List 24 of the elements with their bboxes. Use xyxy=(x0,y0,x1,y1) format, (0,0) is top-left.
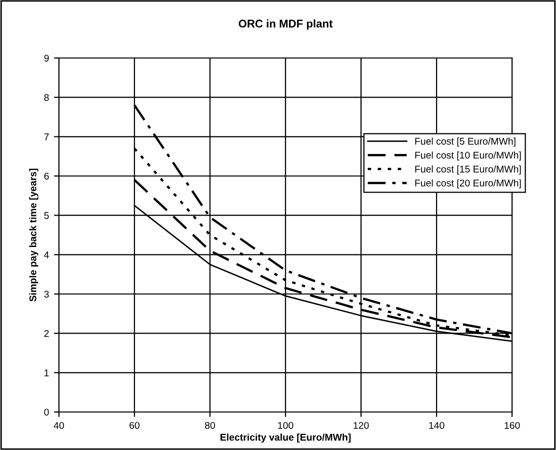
y-tick-label: 4 xyxy=(44,252,49,258)
y-tick-label: 3 xyxy=(44,290,49,298)
x-tick-label: 80 xyxy=(205,422,216,429)
legend-label: Fuel cost [5 Euro/MWh] xyxy=(415,138,516,147)
x-tick-label: 100 xyxy=(278,422,294,429)
x-tick-label: 60 xyxy=(130,422,140,429)
x-tick-label: 120 xyxy=(354,422,369,429)
legend-label: Fuel cost [10 Euro/MWh] xyxy=(415,151,521,161)
y-tick-label: 2 xyxy=(44,330,49,337)
y-axis-title: Simple pay back time [years] xyxy=(29,168,38,302)
y-tick-label: 8 xyxy=(44,94,49,101)
y-tick-label: 5 xyxy=(44,212,49,219)
legend-label: Fuel cost [15 Euro/MWh] xyxy=(415,165,521,174)
x-tick-label: 160 xyxy=(504,422,520,429)
y-tick-label: 0 xyxy=(44,408,49,416)
x-tick-label: 40 xyxy=(54,422,64,429)
x-tick-label: 140 xyxy=(429,422,444,429)
y-tick-label: 7 xyxy=(44,134,49,140)
legend-label: Fuel cost [20 Euro/MWh] xyxy=(415,179,521,188)
x-axis-title: Electricity value [Euro/MWh] xyxy=(220,434,351,443)
y-tick-label: 1 xyxy=(44,370,49,376)
y-tick-label: 6 xyxy=(44,172,49,180)
y-tick-label: 9 xyxy=(44,54,49,62)
chart-title: ORC in MDF plant xyxy=(238,19,333,30)
